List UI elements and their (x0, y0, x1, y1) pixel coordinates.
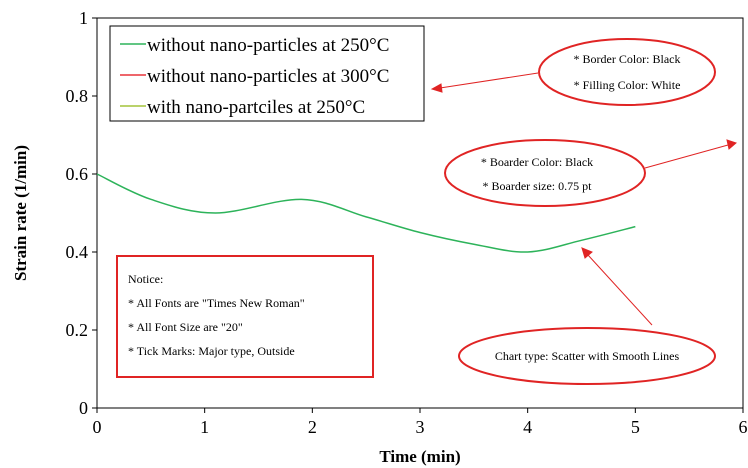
legend-note: * Border Color: Black * Filling Color: W… (538, 38, 716, 106)
type-note-ellipse (458, 327, 716, 385)
arrow-to-legend (439, 72, 539, 89)
y-tick-label: 0.4 (66, 242, 89, 262)
arrow-to-plot-border (644, 144, 729, 169)
annotation-arrows (430, 72, 737, 326)
y-axis: 0 0.2 0.4 0.6 0.8 1 (66, 8, 97, 418)
x-axis: 0 1 2 3 4 5 6 (93, 408, 748, 437)
notice-frame (116, 255, 374, 378)
legend-note-line-1: * Border Color: Black (574, 52, 681, 66)
series-line-1 (96, 173, 636, 253)
y-axis-label: Strain rate (1/min) (11, 145, 30, 281)
y-tick-label: 0.8 (66, 86, 89, 106)
y-tick-label: 0.2 (66, 320, 89, 340)
x-axis-label: Time (min) (379, 447, 460, 466)
x-tick-label: 0 (93, 417, 102, 437)
arrowhead-plot-border (726, 139, 737, 150)
legend: without nano-particles at 250°C without … (109, 25, 425, 122)
legend-box (109, 25, 425, 122)
type-note: Chart type: Scatter with Smooth Lines (458, 327, 716, 385)
notice-line-3: * All Font Size are "20" (128, 320, 243, 334)
notice-line-1: Notice: (128, 272, 163, 286)
notice-line-2: * All Fonts are "Times New Roman" (128, 296, 305, 310)
series-lines (96, 173, 636, 253)
x-tick-label: 6 (739, 417, 748, 437)
arrow-to-line (587, 254, 653, 326)
plot-note: * Boarder Color: Black * Boarder size: 0… (444, 139, 646, 207)
plot-note-line-2: * Boarder size: 0.75 pt (483, 179, 593, 193)
notice-line-4: * Tick Marks: Major type, Outside (128, 344, 295, 358)
legend-note-ellipse (538, 38, 716, 106)
type-note-text: Chart type: Scatter with Smooth Lines (495, 349, 680, 363)
x-tick-label: 1 (200, 417, 209, 437)
notice-box: Notice: * All Fonts are "Times New Roman… (116, 255, 374, 378)
x-tick-label: 2 (308, 417, 317, 437)
legend-label-3: with nano-partciles at 250°C (147, 97, 365, 118)
arrowhead-legend (430, 83, 443, 93)
y-tick-label: 1 (79, 8, 88, 28)
x-tick-label: 5 (631, 417, 640, 437)
legend-label-1: without nano-particles at 250°C (147, 35, 389, 56)
y-tick-label: 0.6 (66, 164, 89, 184)
x-tick-label: 4 (523, 417, 532, 437)
x-tick-label: 3 (416, 417, 425, 437)
arrowhead-line (581, 247, 593, 259)
plot-note-ellipse (444, 139, 646, 207)
plot-note-line-1: * Boarder Color: Black (481, 155, 593, 169)
legend-note-line-2: * Filling Color: White (574, 78, 681, 92)
y-tick-label: 0 (79, 398, 88, 418)
legend-label-2: without nano-particles at 300°C (147, 66, 389, 87)
